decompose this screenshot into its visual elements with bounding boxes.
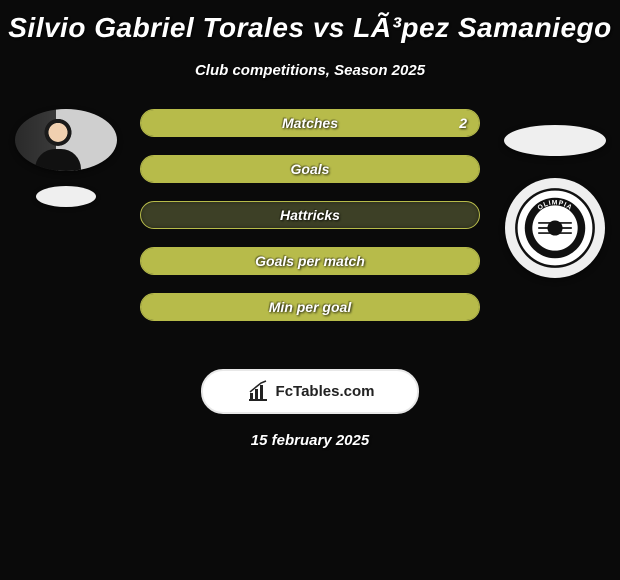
stat-label: Goals per match [255, 253, 365, 269]
stat-bar: Hattricks [140, 201, 480, 229]
left-column [8, 109, 123, 207]
stat-bar: Goals per match [140, 247, 480, 275]
watermark-text: FcTables.com [276, 383, 375, 400]
club-badge-right: OLIMPIA [505, 178, 605, 278]
stat-bar: Goals [140, 155, 480, 183]
player-photo-right [504, 125, 606, 156]
stat-bar: Min per goal [140, 293, 480, 321]
club-badge-left [36, 186, 96, 207]
stat-bar: Matches 2 [140, 109, 480, 137]
right-column: OLIMPIA [497, 109, 612, 278]
stat-label: Min per goal [269, 299, 351, 315]
player-photo-left [15, 109, 117, 171]
comparison-container: OLIMPIA Matches 2 Goals Hattricks Goals per … [0, 109, 620, 349]
stat-label: Goals [291, 161, 330, 177]
stat-value-right: 2 [459, 115, 467, 131]
olimpia-logo-icon: OLIMPIA [513, 186, 597, 270]
chart-icon [246, 380, 270, 404]
page-subtitle: Club competitions, Season 2025 [0, 62, 620, 79]
comparison-bars: Matches 2 Goals Hattricks Goals per match Min… [140, 109, 480, 321]
stat-label: Hattricks [280, 207, 340, 223]
date-text: 15 february 2025 [0, 432, 620, 449]
page-title: Silvio Gabriel Torales vs LÃ³pez Samanie… [0, 0, 620, 44]
stat-label: Matches [282, 115, 338, 131]
watermark[interactable]: FcTables.com [201, 369, 419, 414]
